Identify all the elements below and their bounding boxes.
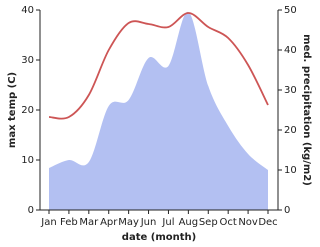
temp-line bbox=[48, 12, 269, 120]
y-axis-label: max temp (C) bbox=[7, 72, 18, 148]
x-axis-label: date (month) bbox=[122, 232, 196, 243]
x-tick-label: Nov bbox=[238, 217, 258, 228]
y-tick-label: 0 bbox=[28, 205, 34, 216]
y2-tick-label: 50 bbox=[284, 5, 297, 16]
x-tick-label: Apr bbox=[100, 217, 118, 228]
x-tick-label: Mar bbox=[79, 217, 99, 228]
y2-axis-label: med. precipitation (kg/m2) bbox=[301, 34, 312, 186]
x-tick-label: Jan bbox=[40, 217, 56, 228]
y-tick-label: 10 bbox=[21, 155, 34, 166]
precipitation-area bbox=[49, 11, 268, 211]
y-tick-label: 30 bbox=[21, 55, 34, 66]
y-tick-label: 40 bbox=[21, 5, 34, 16]
x-tick-label: May bbox=[118, 217, 139, 228]
y-tick-label: 20 bbox=[21, 105, 34, 116]
x-tick-label: Jul bbox=[161, 217, 174, 228]
x-tick-label: Oct bbox=[220, 217, 237, 228]
y2-tick-label: 10 bbox=[284, 165, 297, 176]
x-tick-label: Sep bbox=[199, 217, 218, 228]
y2-tick-label: 20 bbox=[284, 125, 297, 136]
y2-tick-label: 30 bbox=[284, 85, 297, 96]
x-tick-label: Feb bbox=[60, 217, 78, 228]
y2-tick-label: 0 bbox=[284, 205, 290, 216]
y2-tick-label: 40 bbox=[284, 45, 297, 56]
x-tick-label: Aug bbox=[179, 217, 199, 228]
x-tick-label: Dec bbox=[258, 217, 277, 228]
x-tick-label: Jun bbox=[140, 217, 157, 228]
